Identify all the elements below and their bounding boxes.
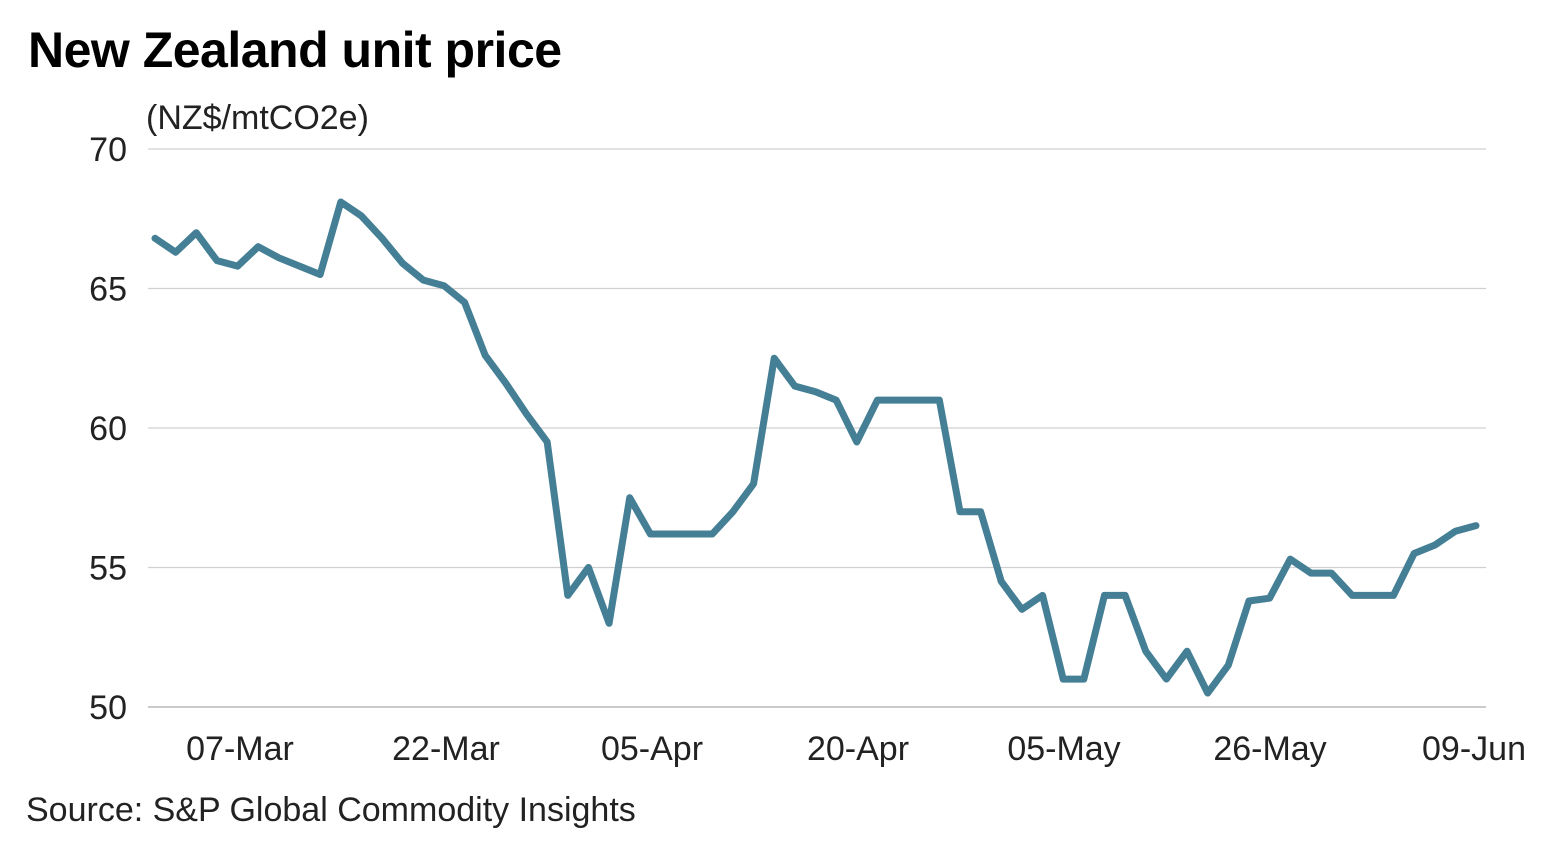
x-tick-label: 22-Mar [392, 730, 500, 768]
gridlines [148, 148, 1486, 708]
series-layer [151, 198, 1480, 697]
y-axis-label: (NZ$/mtCO2e) [146, 99, 369, 137]
y-tick-label: 70 [89, 131, 127, 169]
y-tick-labels: 50 55 60 65 70 [89, 131, 127, 727]
x-tick-labels: 07-Mar 22-Mar 05-Apr 20-Apr 05-May 26-May 09-J… [186, 730, 1526, 768]
x-tick-label: 05-Apr [601, 730, 703, 768]
x-tick-label: 07-Mar [186, 730, 294, 768]
chart-title: New Zealand unit price [28, 22, 562, 78]
y-tick-label: 60 [89, 410, 127, 448]
x-tick-label: 20-Apr [807, 730, 909, 768]
source-note: Source: S&P Global Commodity Insights [26, 791, 636, 829]
series-line-0 [151, 198, 1480, 697]
x-tick-label: 09-Jun [1422, 730, 1526, 768]
x-tick-label: 26-May [1213, 730, 1326, 768]
y-tick-label: 50 [89, 689, 127, 727]
y-tick-label: 55 [89, 550, 127, 588]
x-tick-label: 05-May [1007, 730, 1120, 768]
y-tick-label: 65 [89, 271, 127, 309]
